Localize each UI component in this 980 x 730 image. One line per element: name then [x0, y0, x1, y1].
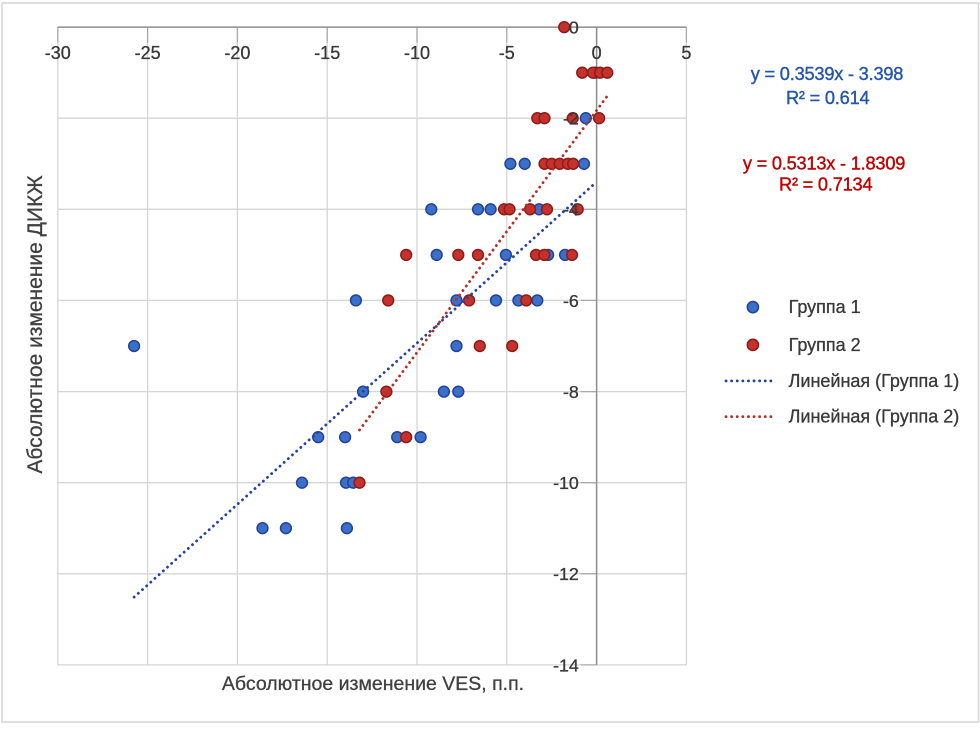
svg-text:-2: -2: [563, 109, 579, 129]
svg-text:Абсолютное изменение ДИКЖ: Абсолютное изменение ДИКЖ: [24, 175, 47, 474]
svg-text:-12: -12: [553, 564, 579, 584]
svg-text:-15: -15: [314, 43, 340, 63]
svg-text:R² = 0.614: R² = 0.614: [786, 88, 870, 108]
svg-text:-25: -25: [135, 43, 161, 63]
svg-text:-4: -4: [563, 200, 579, 220]
svg-text:R² = 0.7134: R² = 0.7134: [779, 175, 872, 195]
svg-text:Абсолютное изменение VES, п.п.: Абсолютное изменение VES, п.п.: [222, 673, 524, 695]
svg-text:Линейная (Группа 2): Линейная (Группа 2): [789, 407, 960, 427]
svg-text:5: 5: [681, 43, 691, 63]
svg-text:y = 0.5313x - 1.8309: y = 0.5313x - 1.8309: [743, 154, 905, 174]
svg-text:-5: -5: [499, 43, 515, 63]
svg-text:-20: -20: [224, 43, 250, 63]
svg-text:y = 0.3539x - 3.398: y = 0.3539x - 3.398: [751, 64, 904, 84]
svg-text:0: 0: [569, 18, 579, 38]
svg-text:0: 0: [592, 43, 602, 63]
svg-text:-10: -10: [404, 43, 430, 63]
svg-text:-8: -8: [563, 382, 579, 402]
svg-text:Группа 1: Группа 1: [789, 297, 861, 317]
svg-text:-30: -30: [45, 43, 71, 63]
svg-text:Группа 2: Группа 2: [789, 335, 861, 355]
svg-text:-10: -10: [553, 473, 579, 493]
svg-text:Линейная (Группа 1): Линейная (Группа 1): [789, 371, 960, 391]
svg-text:-14: -14: [553, 655, 579, 675]
svg-text:-6: -6: [563, 291, 579, 311]
